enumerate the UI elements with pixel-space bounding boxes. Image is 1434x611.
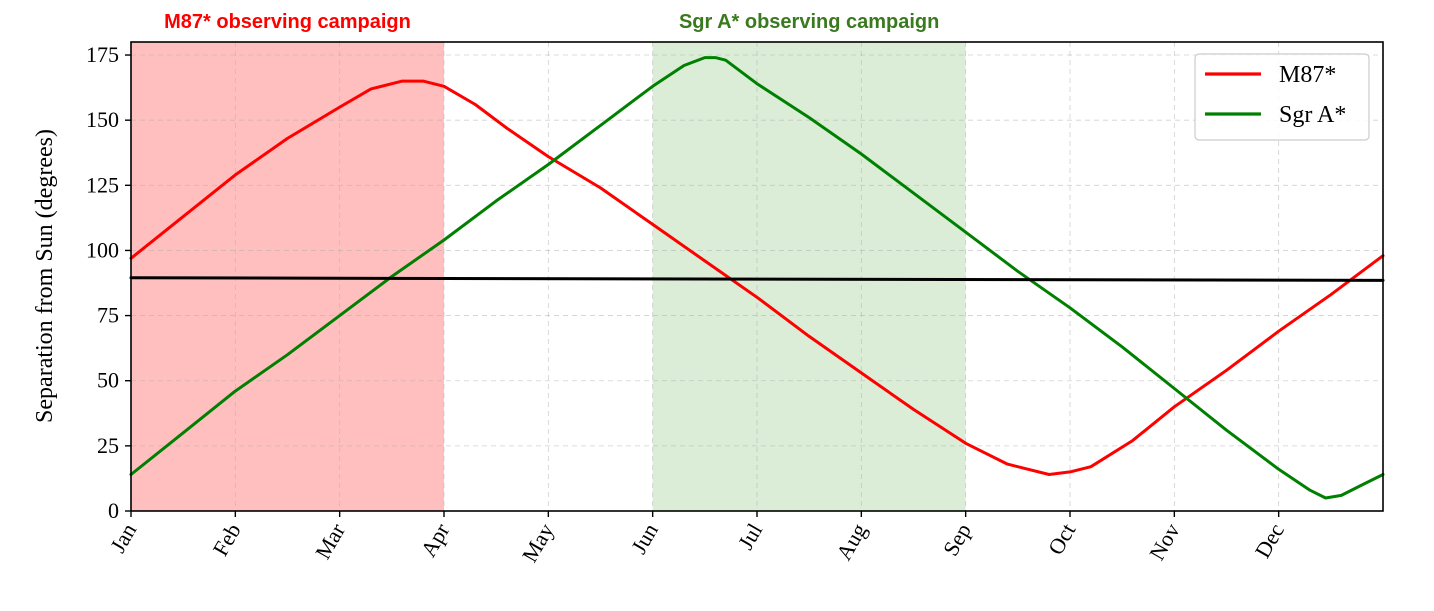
y-tick-label-6: 150 — [86, 107, 119, 132]
y-axis-ticks: 0 25 50 75 100 125 150 175 — [86, 42, 131, 523]
y-axis-label: Separation from Sun (degrees) — [32, 129, 58, 423]
x-tick-label-1: Feb — [208, 519, 246, 560]
x-tick-label-10: Nov — [1144, 519, 1185, 564]
x-tick-label-0: Jan — [105, 519, 141, 557]
legend-label-m87: M87* — [1279, 62, 1336, 88]
y-tick-label-2: 50 — [97, 368, 119, 393]
x-tick-label-4: May — [517, 519, 559, 566]
y-tick-label-5: 125 — [86, 172, 119, 197]
series-line-reference — [129, 276, 1385, 282]
campaign-label-1: M87* observing campaign — [164, 11, 411, 33]
x-tick-label-11: Dec — [1250, 519, 1289, 562]
x-tick-label-3: Apr — [416, 518, 455, 561]
y-tick-label-4: 100 — [86, 237, 119, 262]
y-tick-label-7: 175 — [86, 42, 119, 67]
shaded-region-2 — [652, 42, 966, 511]
y-tick-label-1: 25 — [97, 433, 119, 458]
x-tick-label-5: Jun — [626, 519, 663, 558]
legend-label-sgr-a: Sgr A* — [1279, 102, 1346, 128]
legend: M87* Sgr A* — [1194, 53, 1370, 141]
x-axis-ticks: Jan Feb Mar Apr May Jun Jul Aug Sep Oct Nov Dec — [105, 511, 1289, 566]
series-lines — [129, 56, 1385, 500]
x-tick-label-2: Mar — [310, 518, 350, 563]
x-tick-label-8: Sep — [938, 519, 976, 560]
campaign-label-2: Sgr A* observing campaign — [679, 11, 939, 33]
grid-lines — [130, 42, 1383, 512]
x-tick-label-6: Jul — [733, 519, 767, 554]
y-tick-label-3: 75 — [97, 303, 119, 328]
x-tick-label-9: Oct — [1043, 519, 1081, 559]
series-line-sgr-a — [129, 56, 1385, 500]
campaign-labels: M87* observing campaign Sgr A* observing … — [164, 11, 939, 33]
x-tick-label-7: Aug — [831, 519, 872, 564]
y-tick-label-0: 0 — [108, 498, 119, 523]
